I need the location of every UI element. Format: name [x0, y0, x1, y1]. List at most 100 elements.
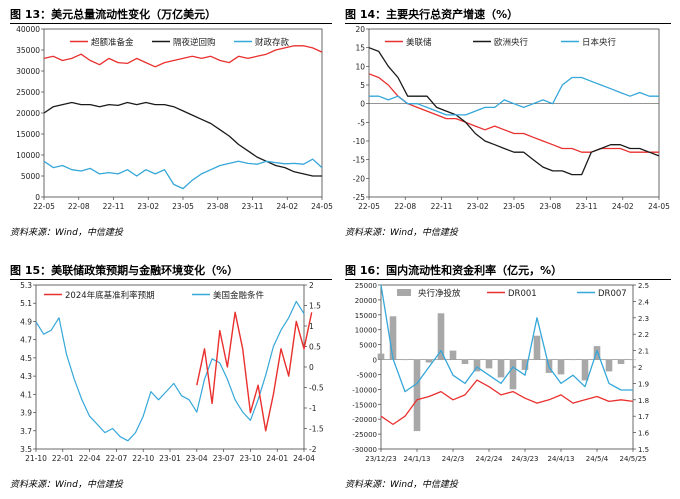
y-right-tick-label: 2.1: [638, 348, 649, 356]
y-tick-label: 10000: [355, 327, 377, 335]
panel-16: 图 16：国内流动性和资金利率（亿元，%） -30000 -25000 -20000…: [345, 262, 671, 498]
panel-14: 图 14：主要央行总资产增速（%） -25 -20 -15 -10 -5 0 5 10 15 20…: [345, 6, 671, 242]
y-tick-label: 40000: [16, 25, 40, 34]
bar-net-injection: [449, 350, 457, 360]
x-tick-label: 23-05: [503, 202, 525, 211]
bar-net-injection: [485, 359, 493, 369]
legend-label: 2024年底基准利率预期: [65, 290, 155, 301]
bar-net-injection: [533, 335, 541, 360]
legend-label: 日本央行: [582, 37, 617, 48]
x-tick-label: 22-05: [358, 202, 380, 211]
y-right-tick-label: 1.5: [309, 302, 321, 311]
y-tick-label: -30000: [352, 446, 377, 454]
chart-title: 图 13：美元总量流动性变化（万亿美元）: [10, 8, 217, 21]
chart-fig15: 3.5 3.7 3.9 4.1 4.3 4.5 4.7 4.9 5.1 5.3 -2 -1.5 -1 -0…: [20, 281, 324, 463]
y-right-tick-label: 1.6: [638, 430, 650, 438]
x-tick-label: 24/3/23: [512, 455, 539, 463]
bar-net-injection: [581, 359, 589, 381]
y-right-tick-label: 1: [309, 322, 314, 331]
legend-label: 央行净投放: [418, 288, 461, 299]
bar-net-injection: [425, 359, 433, 363]
y-right-tick-label: -1.5: [309, 425, 324, 434]
x-tick-label: 24/5/25: [620, 455, 647, 463]
x-tick-label: 22-11: [431, 202, 453, 211]
x-tick-label: 24-05: [311, 202, 333, 211]
bar-net-injection: [437, 313, 445, 360]
y-tick-label: 0: [360, 100, 365, 109]
y-tick-label: -10: [353, 137, 365, 146]
y-tick-label: -20: [353, 174, 365, 183]
source-note: 资料来源：Wind，中信建投: [10, 480, 123, 490]
legend-label: 美联储: [406, 37, 432, 48]
title-rule: [10, 23, 332, 24]
y-tick-label: 10: [355, 62, 365, 71]
y-tick-label: 10000: [16, 151, 40, 160]
source-note: 资料来源：Wind，中信建投: [345, 480, 458, 490]
bar-net-injection: [389, 316, 397, 360]
y-tick-label: 30000: [16, 67, 40, 76]
y-tick-label: -25000: [352, 431, 377, 439]
y-tick-label: 20: [355, 25, 365, 34]
series-line-2: [368, 47, 660, 176]
title-rule: [345, 23, 671, 24]
x-tick-label: 24-02: [276, 202, 298, 211]
y-tick-label: 4.3: [20, 372, 32, 381]
x-tick-label: 22-01: [52, 454, 74, 463]
x-tick-label: 24-01: [266, 454, 288, 463]
x-tick-label: 23-07: [213, 454, 235, 463]
title-rule: [10, 279, 332, 280]
plot-frame: [35, 284, 305, 450]
y-tick-label: 3.7: [20, 427, 32, 436]
x-tick-label: 23-04: [186, 454, 208, 463]
x-tick-label: 22-05: [33, 202, 55, 211]
y-right-tick-label: 1.9: [638, 380, 649, 388]
legend-label: DR007: [598, 289, 627, 299]
x-tick-label: 24/2/3: [442, 455, 465, 463]
x-tick-label: 23-08: [207, 202, 229, 211]
y-tick-label: -25: [353, 193, 365, 202]
y-right-tick-label: -2: [309, 445, 317, 454]
y-tick-label: -15: [353, 156, 365, 165]
x-tick-label: 24-04: [293, 454, 315, 463]
bar-net-injection: [617, 359, 625, 364]
y-tick-label: 25000: [355, 282, 377, 290]
chart-fig16: -30000 -25000 -20000 -15000 -10000 -5000 0 5000…: [352, 282, 650, 463]
bar-net-injection: [461, 359, 469, 364]
y-tick-label: 15000: [16, 130, 40, 139]
y-tick-label: -5000: [357, 371, 377, 379]
y-right-tick-label: -1: [309, 404, 317, 413]
x-tick-label: 24/5/4: [586, 455, 609, 463]
y-tick-label: 0: [35, 193, 40, 202]
x-tick-label: 22-07: [106, 454, 128, 463]
legend-label: 隔夜逆回购: [173, 37, 216, 48]
y-tick-label: 5.3: [20, 281, 32, 290]
x-tick-label: 24-02: [612, 202, 634, 211]
y-right-tick-label: 1.5: [638, 446, 649, 454]
x-tick-label: 22-08: [68, 202, 90, 211]
legend-label: 财政存款: [255, 37, 290, 48]
y-tick-label: 5.1: [20, 299, 32, 308]
x-tick-label: 22-08: [394, 202, 416, 211]
y-tick-label: 0: [373, 357, 377, 365]
x-tick-label: 24-05: [648, 202, 670, 211]
x-tick-label: 23-02: [137, 202, 159, 211]
y-tick-label: 15: [355, 44, 365, 53]
series-line-1: [43, 45, 323, 68]
chart-title: 图 15：美联储政策预期与金融环境变化（%）: [10, 264, 239, 277]
y-right-tick-label: 1.7: [638, 413, 649, 421]
series-line-2: [380, 379, 634, 426]
series-line-3: [380, 284, 633, 393]
legend-label: 超额准备金: [91, 37, 134, 48]
y-right-tick-label: 2.2: [638, 331, 649, 339]
y-tick-label: 4.7: [20, 336, 32, 345]
x-tick-label: 24/2/24: [476, 455, 504, 463]
x-tick-label: 23-02: [467, 202, 489, 211]
x-tick-label: 23-11: [576, 202, 598, 211]
bar-net-injection: [497, 359, 505, 378]
y-tick-label: -15000: [352, 401, 377, 409]
y-tick-label: -10000: [352, 386, 377, 394]
y-tick-label: 35000: [16, 46, 40, 55]
legend-label: 美国金融条件: [213, 290, 265, 301]
bar-net-injection: [593, 346, 601, 360]
y-right-tick-label: 2.3: [638, 315, 649, 323]
